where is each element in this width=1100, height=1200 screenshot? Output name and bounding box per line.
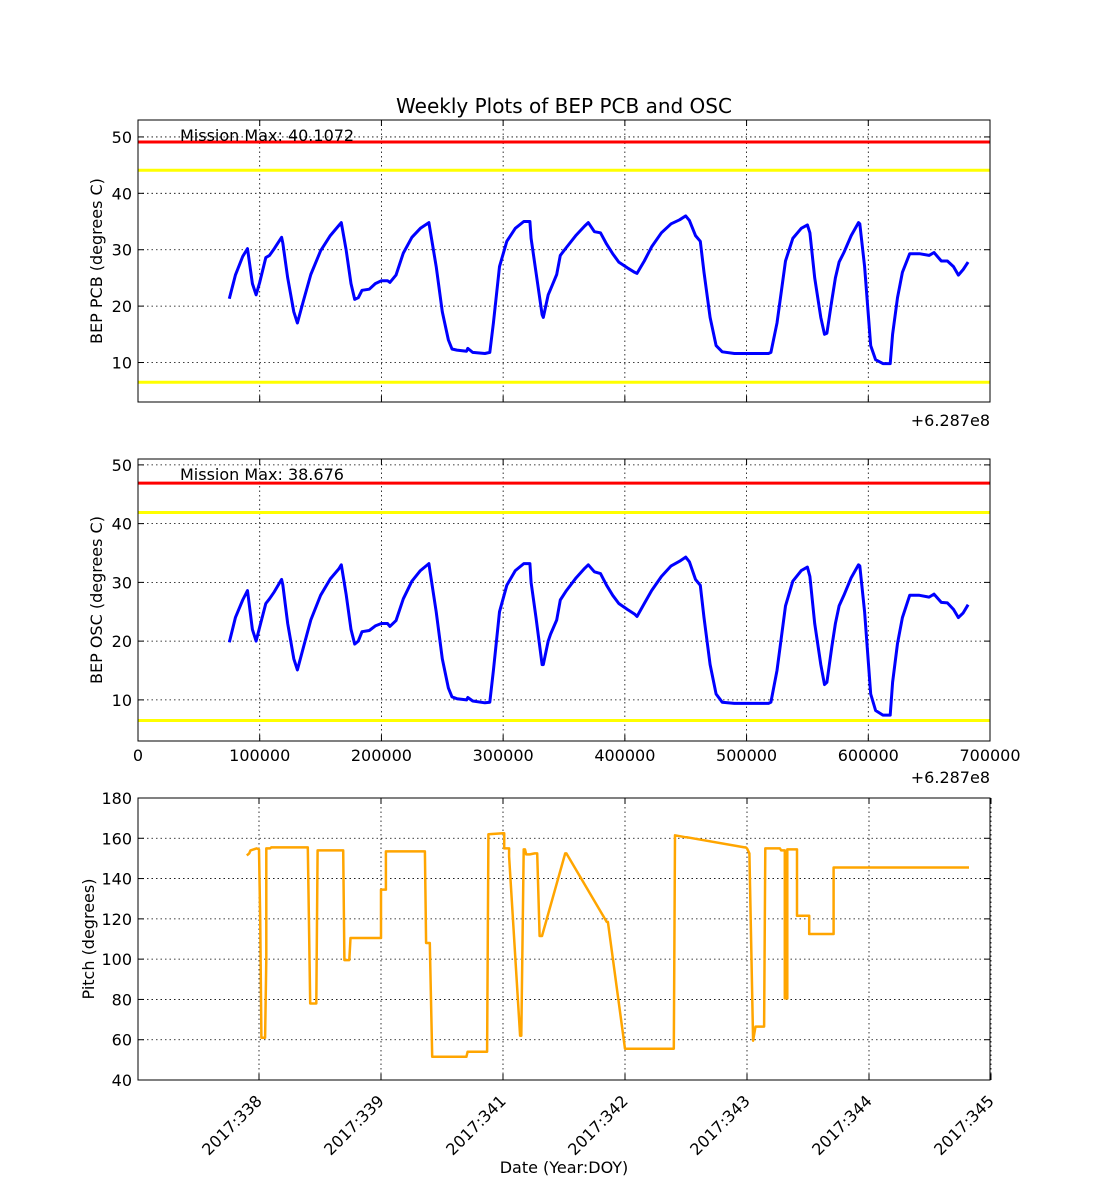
x-tick-label: 700000 (959, 746, 1020, 765)
y-tick-label: 50 (112, 456, 132, 475)
x-tick-label: 500000 (716, 746, 777, 765)
series-line (227, 555, 970, 717)
y-tick-label: 40 (112, 1071, 132, 1090)
y-tick-label: 160 (101, 829, 132, 848)
y-tick-label: 10 (112, 691, 132, 710)
y-tick-label: 40 (112, 184, 132, 203)
x-offset-text: +6.287e8 (911, 768, 990, 787)
series-line (227, 214, 970, 366)
pcb-panel: 10 20 30 40 50 +6.287e8 Mission Max: 40.1072 BE… (87, 119, 991, 430)
y-tick-label: 40 (112, 515, 132, 534)
y-tick-label: 80 (112, 990, 132, 1009)
x-tick-label: 200000 (351, 746, 412, 765)
x-tick-label: 100000 (229, 746, 290, 765)
y-tick-label: 20 (112, 632, 132, 651)
y-tick-label: 120 (101, 910, 132, 929)
y-tick-label: 30 (112, 241, 132, 260)
x-tick-label: 600000 (838, 746, 899, 765)
mission-max-annotation: Mission Max: 40.1072 (180, 126, 354, 145)
plot-frame (137, 797, 991, 1081)
x-offset-text: +6.287e8 (911, 411, 990, 430)
y-tick-label: 140 (101, 870, 132, 889)
y-tick-label: 50 (112, 128, 132, 147)
y-axis-label: Pitch (degrees) (79, 879, 98, 1000)
osc-panel: 10 20 30 40 50 0 100000 200000 300000 400000 50000… (87, 456, 1021, 787)
y-axis-label: BEP OSC (degrees C) (87, 516, 106, 684)
y-tick-label: 20 (112, 297, 132, 316)
plot-frame (137, 119, 991, 403)
x-tick-label: 0 (133, 746, 143, 765)
y-tick-label: 180 (101, 789, 132, 808)
y-axis-label: BEP PCB (degrees C) (87, 178, 106, 344)
x-tick-label: 300000 (473, 746, 534, 765)
x-axis-label: Date (Year:DOY) (500, 1158, 629, 1177)
figure-title: Weekly Plots of BEP PCB and OSC (396, 94, 732, 118)
x-tick-label: 400000 (594, 746, 655, 765)
y-tick-label: 60 (112, 1031, 132, 1050)
mission-max-annotation: Mission Max: 38.676 (180, 465, 344, 484)
y-tick-label: 10 (112, 354, 132, 373)
y-tick-label: 30 (112, 573, 132, 592)
plot-frame (137, 458, 991, 742)
series-line (245, 832, 969, 1059)
y-tick-label: 100 (101, 950, 132, 969)
